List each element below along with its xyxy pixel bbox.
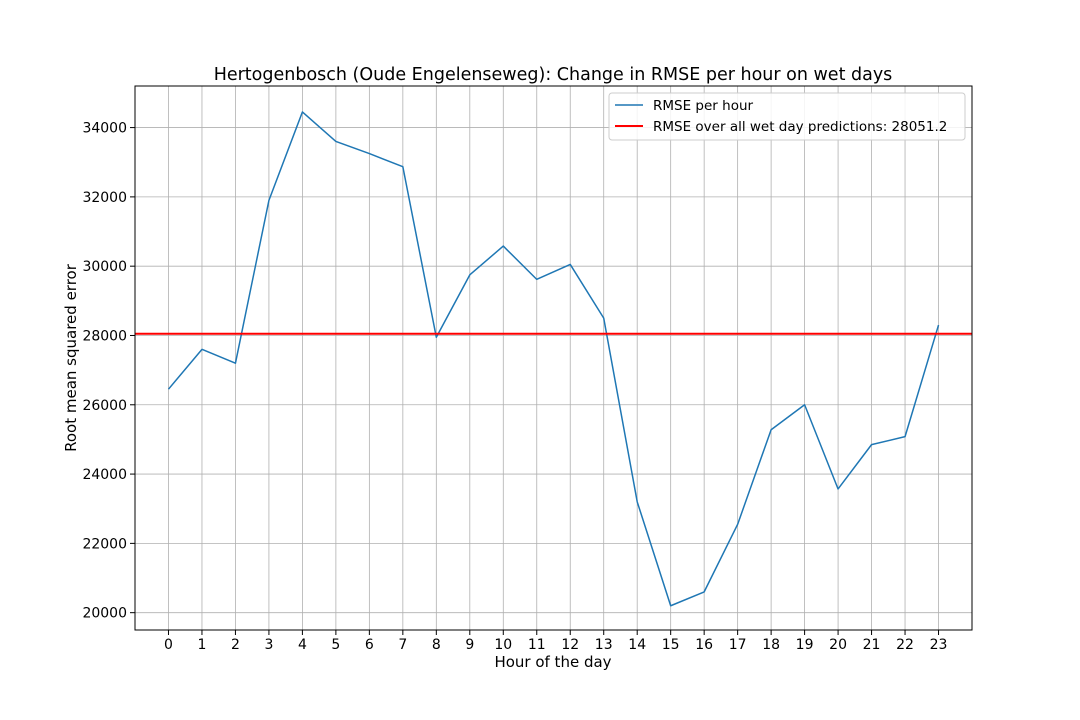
axis-ticks: 0 1 2 3 4 5 6 7 8 9 10 11 12 13 14 15 16 17 18 19 20 21 22 2320… xyxy=(82,121,947,653)
x-tick-label: 4 xyxy=(298,637,307,653)
y-tick-label: 32000 xyxy=(82,190,127,206)
x-tick-label: 19 xyxy=(796,637,814,653)
y-tick-label: 26000 xyxy=(82,398,127,414)
x-tick-label: 18 xyxy=(762,637,780,653)
x-tick-label: 21 xyxy=(863,637,881,653)
x-tick-label: 12 xyxy=(561,637,579,653)
legend: RMSE per hour RMSE over all wet day pred… xyxy=(608,92,966,141)
x-tick-label: 11 xyxy=(528,637,546,653)
x-tick-label: 22 xyxy=(896,637,914,653)
x-tick-label: 23 xyxy=(930,637,948,653)
x-tick-label: 13 xyxy=(595,637,613,653)
x-tick-label: 14 xyxy=(628,637,646,653)
y-tick-label: 30000 xyxy=(82,259,127,275)
plot-frame xyxy=(134,85,973,631)
y-tick-label: 28000 xyxy=(82,328,127,344)
x-tick-label: 0 xyxy=(164,637,173,653)
x-tick-label: 10 xyxy=(494,637,512,653)
x-tick-label: 20 xyxy=(829,637,847,653)
x-tick-label: 3 xyxy=(264,637,273,653)
rmse-per-hour-line xyxy=(167,111,940,607)
x-axis-label: Hour of the day xyxy=(494,653,611,671)
x-tick-label: 2 xyxy=(231,637,240,653)
legend-box xyxy=(608,92,966,141)
x-tick-label: 16 xyxy=(695,637,713,653)
y-axis-label: Root mean squared error xyxy=(62,263,80,452)
y-tick-label: 22000 xyxy=(82,536,127,552)
legend-label-overall-rmse: RMSE over all wet day predictions: 28051… xyxy=(653,119,947,135)
legend-label-rmse-per-hour: RMSE per hour xyxy=(653,98,754,114)
x-tick-label: 8 xyxy=(432,637,441,653)
x-tick-label: 5 xyxy=(331,637,340,653)
series-layer xyxy=(135,111,972,607)
x-tick-label: 7 xyxy=(398,637,407,653)
x-tick-label: 15 xyxy=(662,637,680,653)
chart-title: Hertogenbosch (Oude Engelenseweg): Chang… xyxy=(214,65,893,85)
y-tick-label: 20000 xyxy=(82,606,127,622)
x-tick-label: 1 xyxy=(197,637,206,653)
y-tick-label: 24000 xyxy=(82,467,127,483)
x-tick-label: 6 xyxy=(365,637,374,653)
grid-lines xyxy=(135,86,972,630)
y-tick-label: 34000 xyxy=(82,121,127,137)
plot-area xyxy=(135,86,972,630)
x-tick-label: 9 xyxy=(465,637,474,653)
x-tick-label: 17 xyxy=(729,637,747,653)
